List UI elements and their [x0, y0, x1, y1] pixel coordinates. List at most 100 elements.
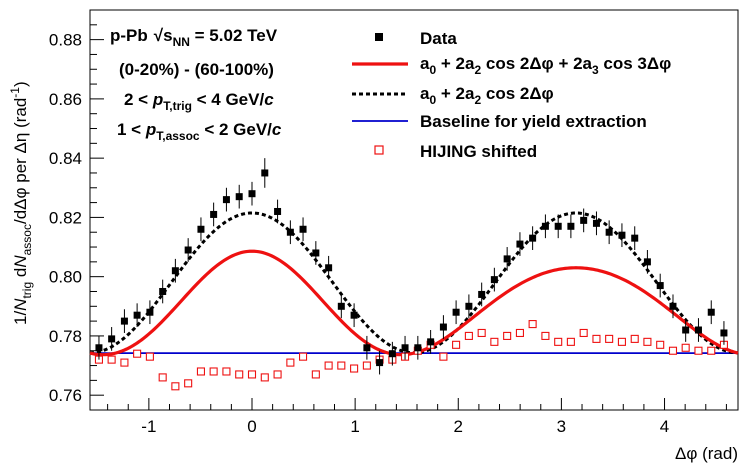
legend-fit3-sub3: 3 — [592, 63, 599, 77]
legend-fit3-sub2: 2 — [474, 63, 481, 77]
data-point — [720, 329, 728, 337]
x-axis-label: Δφ (rad) — [675, 444, 738, 463]
data-point — [427, 338, 435, 346]
hijing-point — [439, 352, 448, 361]
legend-fit2-sub2: 2 — [474, 93, 481, 107]
data-point — [414, 344, 422, 352]
y-axis-label-close: ) — [11, 81, 30, 87]
hijing-point — [681, 343, 690, 352]
y-tick-label: 0.80 — [49, 268, 82, 287]
hijing-point — [554, 337, 563, 346]
hijing-point — [643, 337, 652, 346]
legend-label-fit2: a0 + 2a2 cos 2Δφ — [420, 84, 554, 107]
hijing-point — [464, 331, 473, 340]
data-point — [618, 231, 626, 239]
hijing-point — [222, 367, 231, 376]
data-point — [286, 228, 294, 236]
x-tick-label: 1 — [350, 417, 359, 436]
hijing-point — [235, 370, 244, 379]
data-point — [669, 302, 677, 310]
x-tick-label: 2 — [454, 417, 463, 436]
data-point — [274, 207, 282, 215]
y-axis-label: 1/Ntrig dNassoc/dΔφ per Δη (rad-1) — [8, 81, 34, 325]
annotation-trig-c: c — [264, 90, 274, 109]
data-point — [694, 326, 702, 334]
legend-fit3-p4: cos 2Δφ + 2a — [481, 54, 592, 73]
legend-label-baseline: Baseline for yield extraction — [420, 112, 647, 131]
hijing-point — [668, 346, 678, 355]
data-point — [350, 311, 358, 319]
data-point — [631, 234, 639, 242]
data-point — [261, 169, 269, 177]
hijing-point — [158, 373, 167, 382]
hijing-point — [452, 340, 461, 349]
legend-fit3-p2: + 2a — [436, 54, 475, 73]
legend-fit2-p4: cos 2Δφ — [481, 84, 554, 103]
data-point — [656, 282, 664, 290]
annotation-assoc-post: < 2 GeV/ — [200, 120, 273, 139]
x-tick-label: 0 — [247, 417, 256, 436]
legend-marker-hijing — [374, 145, 384, 155]
hijing-point — [299, 352, 308, 361]
hijing-point — [656, 340, 665, 349]
legend-fit2-a: a — [420, 84, 430, 103]
data-point — [567, 222, 575, 230]
annotation-block: p-Pb √sNN = 5.02 TeV (0-20%) - (60-100%) … — [110, 26, 282, 143]
data-point — [146, 308, 154, 316]
hijing-point — [350, 364, 359, 373]
y-tick-label: 0.88 — [49, 31, 82, 50]
hijing-point — [605, 334, 614, 343]
legend-fit2-sub0: 0 — [429, 93, 436, 107]
annotation-energy: p-Pb √sNN = 5.02 TeV — [110, 26, 278, 49]
legend: Data a0 + 2a2 cos 2Δφ + 2a3 cos 3Δφ a0 +… — [352, 29, 671, 161]
sqrt-symbol: √ — [154, 26, 164, 45]
legend-fit2-p2: + 2a — [436, 84, 475, 103]
annotation-centrality: (0-20%) - (60-100%) — [119, 60, 274, 79]
data-point — [299, 225, 307, 233]
hijing-point — [630, 334, 639, 343]
annotation-assoc-c: c — [272, 120, 282, 139]
annotation-trig: 2 < pT,trig < 4 GeV/c — [124, 90, 274, 113]
data-point — [171, 267, 179, 275]
hijing-point — [196, 367, 205, 376]
fit-curve-v2 — [89, 211, 739, 355]
annotation-assoc: 1 < pT,assoc < 2 GeV/c — [117, 120, 282, 143]
data-point — [133, 311, 141, 319]
legend-fit3-a: a — [420, 54, 430, 73]
data-point — [643, 258, 651, 266]
data-point — [108, 335, 116, 343]
hijing-point — [515, 328, 524, 338]
y-tick-label: 0.76 — [49, 386, 82, 405]
legend-marker-data — [375, 33, 383, 41]
data-point — [605, 228, 613, 236]
data-point — [312, 249, 320, 257]
data-point — [452, 308, 460, 316]
x-tick-label: 4 — [660, 417, 669, 436]
hijing-point — [579, 328, 588, 338]
data-point — [248, 190, 256, 198]
data-point — [210, 210, 218, 218]
data-point — [707, 308, 715, 316]
hijing-point — [566, 337, 575, 346]
data-point — [592, 219, 600, 227]
hijing-point — [133, 349, 142, 358]
data-point — [184, 246, 192, 254]
hijing-point — [273, 370, 282, 379]
hijing-point — [503, 331, 512, 340]
data-point — [465, 302, 473, 310]
annotation-energy-value: = 5.02 TeV — [190, 26, 278, 45]
hijing-point — [171, 382, 180, 391]
hijing-point — [362, 361, 371, 370]
data-point — [388, 350, 396, 358]
hijing-point — [145, 352, 154, 361]
annotation-energy-sub: NN — [173, 35, 190, 49]
data-point — [541, 222, 549, 230]
legend-fit3-sub0: 0 — [429, 63, 436, 77]
fit-curves — [89, 211, 739, 357]
hijing-point — [694, 346, 703, 355]
y-tick-label: 0.78 — [49, 327, 82, 346]
legend-label-fit3: a0 + 2a2 cos 2Δφ + 2a3 cos 3Δφ — [420, 54, 671, 77]
hijing-point — [209, 367, 218, 376]
hijing-point — [528, 320, 537, 329]
y-tick-label: 0.84 — [49, 149, 82, 168]
